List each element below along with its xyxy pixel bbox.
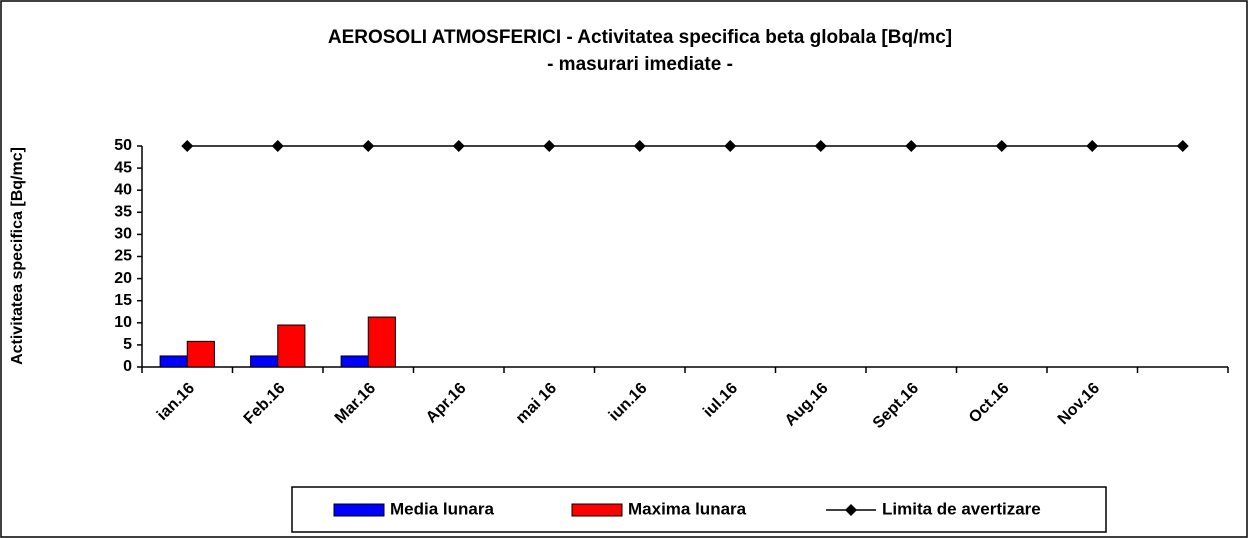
- legend: [291, 486, 1107, 533]
- legend-label: Maxima lunara: [628, 499, 747, 518]
- marker: [1176, 140, 1189, 152]
- bar: [340, 355, 369, 368]
- bar: [186, 340, 215, 368]
- marker: [181, 140, 194, 152]
- marker: [724, 140, 737, 152]
- marker: [814, 140, 827, 152]
- y-tick-label: 20: [114, 270, 132, 287]
- marker: [362, 140, 375, 152]
- marker: [633, 140, 646, 152]
- marker: [271, 140, 284, 152]
- legend-swatch: [333, 503, 385, 517]
- legend-label: Media lunara: [390, 499, 494, 518]
- marker: [905, 140, 918, 152]
- y-tick-label: 25: [114, 248, 132, 265]
- marker: [543, 140, 556, 152]
- marker: [452, 140, 465, 152]
- marker: [1086, 140, 1099, 152]
- bar: [250, 355, 279, 368]
- y-tick-label: 35: [114, 204, 132, 221]
- bar: [367, 316, 396, 368]
- legend-swatch: [845, 504, 857, 516]
- y-tick-label: 45: [114, 159, 132, 176]
- marker: [995, 140, 1008, 152]
- bar: [159, 355, 188, 368]
- y-tick-label: 40: [114, 181, 132, 198]
- y-tick-label: 15: [114, 292, 132, 309]
- chart-title: AEROSOLI ATMOSFERICI - Activitatea speci…: [328, 27, 952, 48]
- y-tick-label: 30: [114, 226, 132, 243]
- bar: [277, 324, 306, 368]
- legend-label: Limita de avertizare: [882, 499, 1041, 518]
- y-tick-label: 5: [123, 336, 132, 353]
- y-axis-label: Activitatea specifica [Bq/mc]: [9, 147, 26, 365]
- y-tick-label: 50: [114, 137, 132, 154]
- y-tick-label: 10: [114, 314, 132, 331]
- y-tick-label: 0: [123, 358, 132, 375]
- legend-swatch: [571, 503, 623, 517]
- chart-subtitle: - masurari imediate -: [547, 54, 733, 75]
